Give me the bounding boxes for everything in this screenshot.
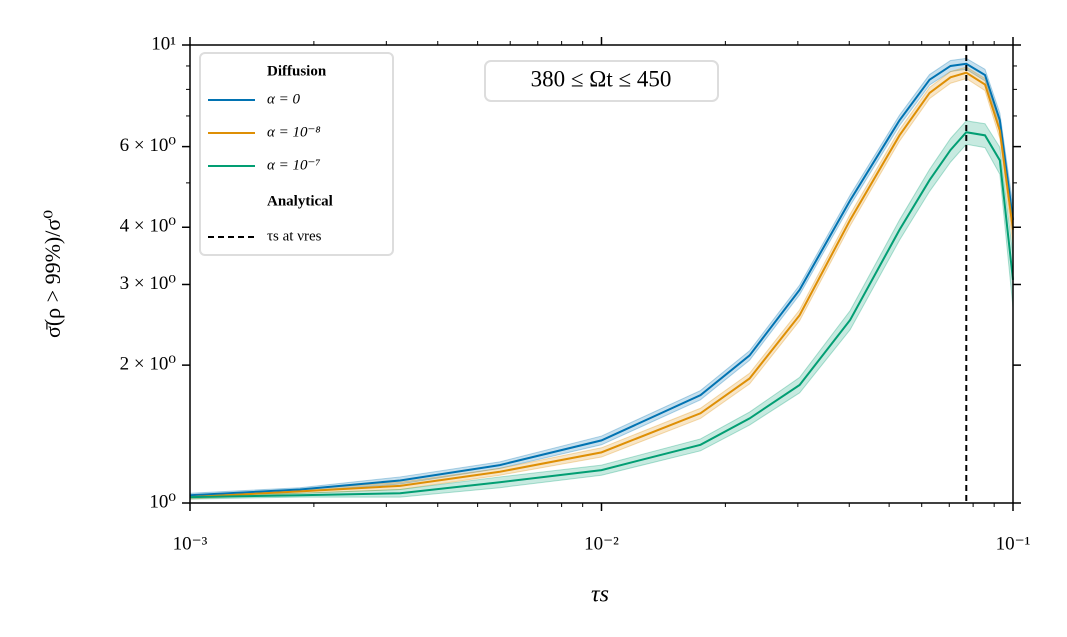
legend-group: Diffusion [267,63,327,79]
legend-label: α = 10⁻⁷ [267,157,321,173]
x-tick-label: 10⁻¹ [996,533,1031,554]
y-tick-label: 10⁰ [149,491,176,512]
series-line [189,131,1014,499]
y-tick-label: 10¹ [151,33,176,54]
y-tick-label: 3 × 10⁰ [120,273,177,294]
y-axis-label: σ̄(ρ > 99%)/σ⁰ [40,210,65,338]
x-axis-label: τs [591,582,609,608]
x-tick-label: 10⁻³ [173,533,208,554]
y-tick-label: 6 × 10⁰ [120,135,177,156]
legend-label: α = 0 [267,91,300,107]
y-tick-label: 2 × 10⁰ [120,353,177,374]
series-line [189,62,1014,497]
legend-group: Analytical [267,193,333,209]
x-tick-label: 10⁻² [584,533,619,554]
annotation-box [484,60,719,102]
y-tick-label: 4 × 10⁰ [120,216,177,237]
series-line [189,71,1014,499]
legend-label: τs at νres [267,228,322,244]
annotation: 380 ≤ Ωt ≤ 450 [531,66,672,91]
legend-box [199,52,394,256]
legend-label: α = 10⁻⁸ [267,124,321,140]
